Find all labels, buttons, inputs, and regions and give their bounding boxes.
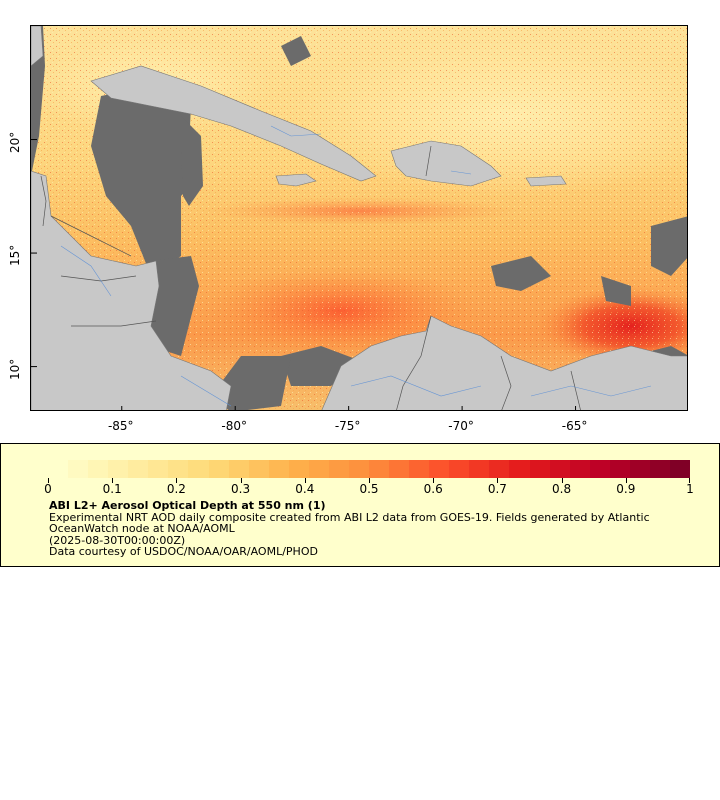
jamaica-landmass — [275, 173, 317, 187]
colorbar-tick — [112, 478, 114, 483]
colorbar-segment — [288, 460, 309, 478]
colorbar-segment — [389, 460, 410, 478]
colorbar-tick — [304, 478, 306, 483]
puerto-rico-landmass — [525, 175, 567, 187]
y-tick-label: 10° — [8, 358, 22, 380]
colorbar-segment — [549, 460, 570, 478]
x-tick-label: -80° — [221, 419, 248, 433]
x-tick-label: -65° — [561, 419, 588, 433]
land-masses — [31, 26, 687, 410]
legend-credit: Data courtesy of USDOC/NOAA/OAR/AOML/PHO… — [49, 545, 318, 558]
map-panel — [30, 25, 688, 411]
legend-panel: 0 0.1 0.2 0.3 0.4 0.5 0.6 0.7 0.8 0.9 1 ABI L2+ Ae… — [0, 443, 720, 567]
colorbar-label: 0.9 — [616, 482, 636, 496]
axis-ticks — [31, 139, 577, 410]
colorbar-tick — [561, 478, 563, 483]
rivers — [60, 125, 652, 407]
colorbar-segment — [669, 460, 690, 478]
colorbar-label: 0.2 — [166, 482, 186, 496]
colorbar-segment — [208, 460, 229, 478]
colorbar-label: 0.7 — [487, 482, 507, 496]
south-america-landmass — [321, 315, 687, 410]
legend-description-line-2: OceanWatch node at NOAA/AOML — [49, 522, 235, 535]
colorbar-label: 0.5 — [359, 482, 379, 496]
legend-title: ABI L2+ Aerosol Optical Depth at 550 nm … — [49, 499, 326, 512]
colorbar-segment — [589, 460, 610, 478]
colorbar-label: 0.1 — [102, 482, 122, 496]
colorbar-segment — [649, 460, 670, 478]
colorbar-segment — [168, 460, 189, 478]
colorbar-tick — [48, 478, 49, 483]
y-tick-label: 15° — [8, 244, 22, 267]
colorbar-segment — [629, 460, 650, 478]
colorbar-segment — [348, 460, 369, 478]
colorbar-tick — [369, 478, 370, 483]
colorbar-tick — [689, 478, 690, 483]
colorbar-segment — [108, 460, 129, 478]
colorbar-segment — [148, 460, 169, 478]
colorbar-segment — [228, 460, 249, 478]
country-borders — [40, 145, 581, 410]
colorbar-label: 0.8 — [552, 482, 572, 496]
colorbar — [48, 460, 690, 478]
aod-map — [31, 26, 687, 410]
colorbar-segment — [569, 460, 590, 478]
legend-date: (2025-08-30T00:00:00Z) — [49, 533, 186, 547]
colorbar-segment — [509, 460, 530, 478]
y-tick-label: 20° — [8, 131, 22, 153]
colorbar-segment — [529, 460, 550, 478]
colorbar-segment — [48, 460, 69, 478]
colorbar-segment — [489, 460, 510, 478]
hispaniola-landmass — [390, 140, 502, 187]
colorbar-label: 0.6 — [423, 482, 443, 496]
x-tick-label: -70° — [448, 419, 474, 433]
colorbar-label: 0 — [44, 482, 52, 496]
colorbar-segment — [328, 460, 349, 478]
colorbar-tick — [625, 478, 627, 483]
colorbar-segment — [248, 460, 269, 478]
colorbar-segment — [369, 460, 390, 478]
colorbar-label: 1 — [686, 482, 694, 496]
colorbar-segment — [308, 460, 329, 478]
colorbar-tick — [433, 478, 435, 483]
colorbar-segment — [128, 460, 149, 478]
colorbar-segment — [609, 460, 630, 478]
colorbar-segment — [449, 460, 470, 478]
x-tick-label: -75° — [334, 419, 361, 433]
colorbar-segment — [88, 460, 109, 478]
yucatan-landmass — [31, 26, 44, 67]
colorbar-label: 0.4 — [295, 482, 315, 496]
colorbar-segment — [68, 460, 89, 478]
colorbar-segment — [188, 460, 209, 478]
colorbar-tick — [176, 478, 178, 483]
legend-description-line-1: Experimental NRT AOD daily composite cre… — [49, 510, 650, 524]
colorbar-label: 0.3 — [231, 482, 251, 496]
colorbar-tick — [497, 478, 499, 483]
colorbar-segment — [429, 460, 450, 478]
colorbar-tick — [240, 478, 242, 483]
colorbar-segment — [469, 460, 490, 478]
x-tick-label: -85° — [107, 419, 134, 433]
legend-text: ABI L2+ Aerosol Optical Depth at 550 nm … — [49, 500, 689, 558]
central-america-landmass — [31, 170, 232, 410]
colorbar-segment — [409, 460, 430, 478]
colorbar-segment — [268, 460, 289, 478]
cuba-landmass — [90, 65, 377, 182]
